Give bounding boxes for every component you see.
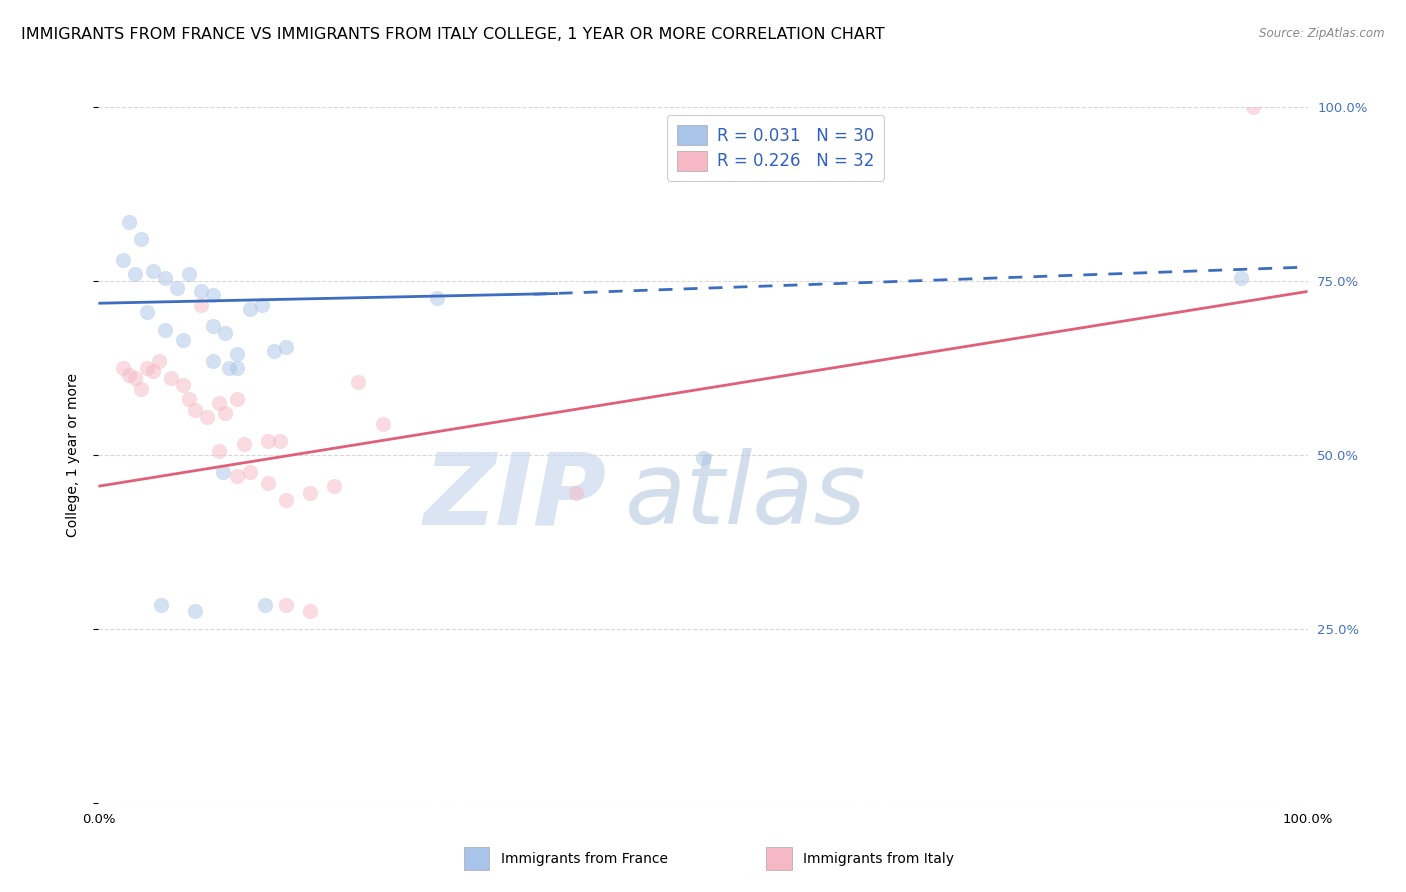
Point [214,326,236,340]
Point [202,354,225,368]
Point [274,493,297,508]
Point [190,298,212,312]
Legend: R = 0.031   N = 30, R = 0.226   N = 32: R = 0.031 N = 30, R = 0.226 N = 32 [666,115,884,180]
Point [160,371,183,385]
Point [274,340,297,354]
Point [299,605,322,619]
Point [239,301,262,316]
Text: IMMIGRANTS FROM FRANCE VS IMMIGRANTS FROM ITALY COLLEGE, 1 YEAR OR MORE CORRELAT: IMMIGRANTS FROM FRANCE VS IMMIGRANTS FRO… [21,27,884,42]
Point [148,354,170,368]
Point [226,360,249,375]
Point [214,406,236,420]
Point [195,409,218,424]
Point [202,319,225,334]
Point [190,285,212,299]
Point [118,368,141,382]
Point [371,417,394,431]
Point [226,347,249,361]
Point [239,466,262,480]
Point [153,270,176,285]
Point [208,444,231,458]
Point [256,475,278,490]
Point [124,267,146,281]
Point [153,323,176,337]
Point [129,232,152,246]
Point [426,291,449,305]
Point [124,371,146,385]
Point [172,378,194,392]
Point [212,466,235,480]
Text: Source: ZipAtlas.com: Source: ZipAtlas.com [1260,27,1385,40]
Point [692,451,714,466]
Point [135,360,157,375]
Point [256,434,278,448]
Point [299,486,322,500]
Point [250,298,273,312]
Point [226,392,249,407]
Point [1230,270,1253,285]
Point [254,598,277,612]
Point [118,215,141,229]
Point [111,360,134,375]
Text: ZIP: ZIP [423,448,606,545]
Text: Immigrants from France: Immigrants from France [501,852,668,865]
Point [1241,100,1264,114]
Y-axis label: College, 1 year or more: College, 1 year or more [66,373,80,537]
Point [323,479,346,493]
Point [172,333,194,347]
Point [129,382,152,396]
Point [263,343,285,358]
Point [179,267,201,281]
Point [218,360,240,375]
Point [208,396,231,410]
Point [166,281,188,295]
Point [111,253,134,268]
Point [150,598,173,612]
Point [274,598,297,612]
Point [142,263,165,277]
Point [202,288,225,302]
Text: atlas: atlas [624,448,866,545]
Point [142,364,165,378]
Point [269,434,291,448]
Point [232,437,254,451]
Point [179,392,201,407]
Point [347,375,370,389]
Point [184,605,207,619]
Point [565,486,588,500]
Point [184,402,207,417]
Point [135,305,157,319]
Point [226,468,249,483]
Text: Immigrants from Italy: Immigrants from Italy [803,852,953,865]
